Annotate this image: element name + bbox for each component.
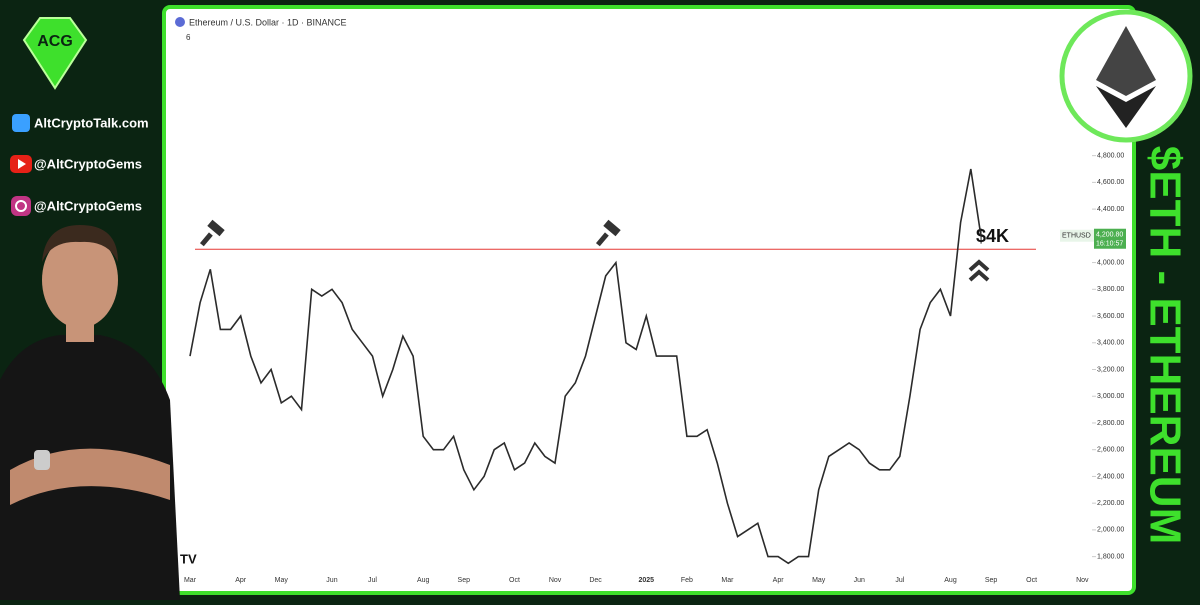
x-tick-label: May	[275, 577, 289, 584]
x-tick-label: Nov	[549, 577, 562, 584]
x-tick-label: Aug	[944, 577, 957, 584]
x-tick-label: Oct	[1026, 577, 1037, 584]
y-tick-label: 4,800.00	[1097, 152, 1124, 159]
price-box	[1094, 228, 1126, 249]
x-tick-label: May	[812, 577, 826, 584]
chart-title: Ethereum / U.S. Dollar · 1D · BINANCE	[189, 17, 347, 27]
instagram-handle: @AltCryptoGems	[34, 198, 142, 213]
youtube-row: @AltCryptoGems	[10, 155, 142, 173]
x-tick-label: Oct	[509, 577, 520, 584]
x-tick-label: 2025	[639, 577, 655, 584]
indicator-count: 6	[186, 33, 191, 42]
y-tick-label: 2,200.00	[1097, 500, 1124, 507]
y-tick-label: 3,800.00	[1097, 286, 1124, 293]
tv-logo: TV	[180, 551, 197, 566]
y-tick-label: 2,800.00	[1097, 420, 1124, 427]
x-tick-label: Sep	[985, 577, 998, 584]
youtube-handle: @AltCryptoGems	[34, 156, 142, 171]
x-tick-label: Apr	[235, 577, 247, 584]
price-label: 4,200.80	[1096, 232, 1123, 239]
website-row: AltCryptoTalk.com	[12, 114, 149, 132]
symbol: ETHUSD	[1062, 233, 1091, 240]
x-tick-label: Apr	[773, 577, 785, 584]
side-title: $ETH - ETHEREUM	[1140, 146, 1189, 544]
y-tick-label: 3,000.00	[1097, 393, 1124, 400]
symbol-icon	[175, 17, 185, 27]
x-tick-label: Dec	[589, 577, 602, 584]
y-tick-label: 4,600.00	[1097, 179, 1124, 186]
symbol-box	[1060, 229, 1094, 242]
y-tick-label: 4,000.00	[1097, 259, 1124, 266]
x-tick-label: Aug	[417, 577, 430, 584]
eth-logo	[1059, 9, 1193, 143]
x-tick-label: Sep	[458, 577, 471, 584]
website: AltCryptoTalk.com	[34, 115, 149, 130]
logo: ACG	[22, 17, 88, 90]
chart-panel	[162, 5, 1136, 595]
y-tick-label: 3,600.00	[1097, 313, 1124, 320]
y-tick-label: 1,800.00	[1097, 553, 1124, 560]
website-icon	[12, 114, 30, 132]
x-tick-label: Mar	[184, 577, 197, 584]
price-line	[189, 168, 982, 565]
svg-text:ACG: ACG	[37, 33, 73, 50]
countdown: 16:10:57	[1096, 241, 1123, 248]
hammer-icon	[595, 219, 621, 247]
annotation: $4K	[976, 226, 1009, 246]
x-tick-label: Jun	[854, 577, 865, 584]
x-tick-label: Jul	[368, 577, 377, 584]
presenter	[0, 225, 180, 600]
up-chevrons	[968, 259, 990, 282]
x-tick-label: Jul	[895, 577, 904, 584]
instagram-row: @AltCryptoGems	[11, 196, 142, 216]
y-tick-label: 4,400.00	[1097, 206, 1124, 213]
x-tick-label: Nov	[1076, 577, 1089, 584]
instagram-icon	[11, 196, 31, 216]
y-tick-label: 2,400.00	[1097, 473, 1124, 480]
y-tick-label: 3,400.00	[1097, 340, 1124, 347]
x-tick-label: Mar	[721, 577, 734, 584]
x-tick-label: Feb	[681, 577, 693, 584]
hammer-icon	[199, 219, 225, 247]
y-tick-label: 2,000.00	[1097, 527, 1124, 534]
y-tick-label: 3,200.00	[1097, 366, 1124, 373]
y-tick-label: 2,600.00	[1097, 447, 1124, 454]
x-tick-label: Jun	[326, 577, 337, 584]
